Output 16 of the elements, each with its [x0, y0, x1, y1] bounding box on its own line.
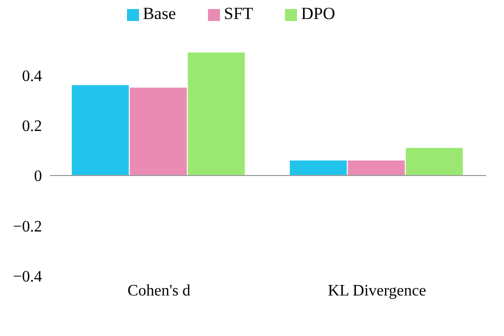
legend-label: Base	[142, 4, 176, 23]
bar	[188, 52, 245, 176]
legend-label: DPO	[301, 4, 336, 23]
bar	[290, 160, 347, 176]
bar	[406, 148, 463, 176]
bar	[72, 85, 129, 176]
y-tick-label: 0	[34, 168, 42, 186]
y-tick-label: −0.2	[12, 218, 42, 236]
x-tick-label: Cohen's d	[128, 282, 190, 300]
x-tick-label: KL Divergence	[328, 282, 426, 300]
bar	[130, 88, 187, 176]
bar	[348, 160, 405, 176]
y-tick-label: 0.2	[22, 118, 42, 136]
legend-label: SFT	[224, 4, 254, 23]
y-tick-label: 0.4	[22, 68, 42, 85]
y-tick-label: −0.4	[12, 268, 42, 286]
